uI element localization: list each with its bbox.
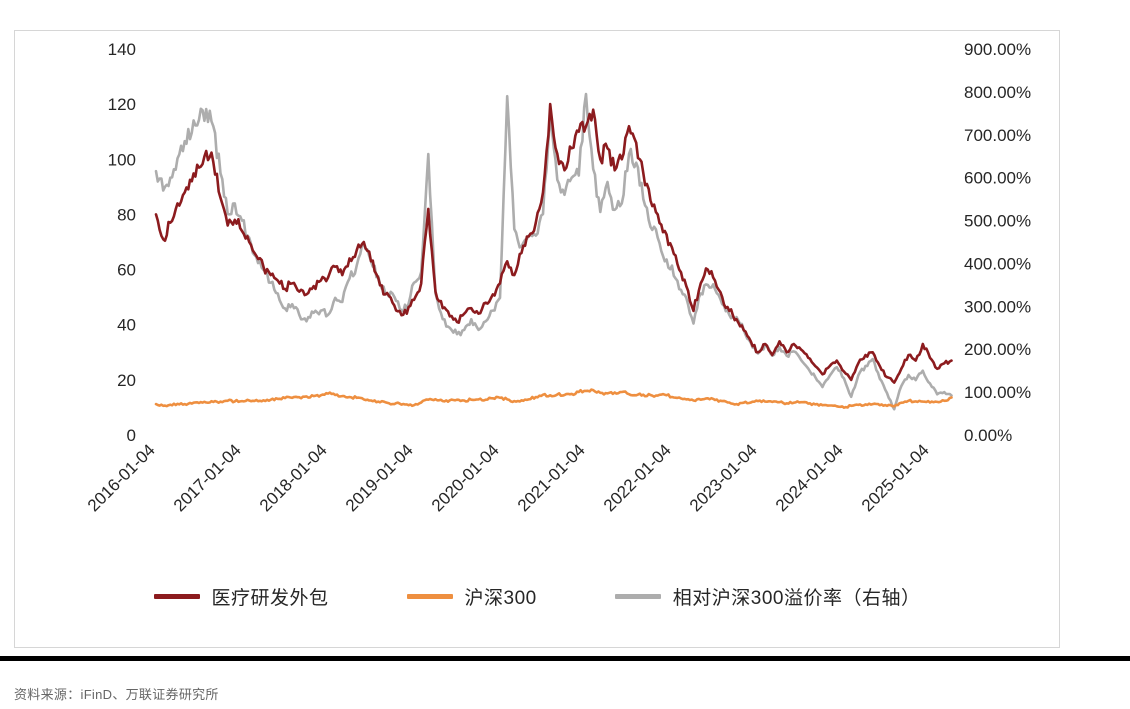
- legend-line-csi300: [406, 594, 453, 599]
- x-axis-tick: 2020-01-04: [428, 440, 503, 515]
- x-axis-tick: 2016-01-04: [84, 440, 159, 515]
- left-axis-tick: 0: [127, 426, 136, 445]
- legend-label-premium: 相对沪深300溢价率（右轴）: [672, 588, 921, 609]
- right-axis-tick: 700.00%: [964, 126, 1031, 145]
- chart-legend: 医疗研发外包 沪深300 相对沪深300溢价率（右轴）: [15, 583, 1059, 610]
- right-axis-tick: 300.00%: [964, 297, 1031, 316]
- right-axis-tick: 0.00%: [964, 426, 1012, 445]
- x-axis-tick: 2025-01-04: [858, 440, 933, 515]
- series-line-medical-rd-outsourcing: [154, 102, 953, 384]
- legend-item-premium: 相对沪深300溢价率（右轴）: [614, 583, 921, 610]
- right-axis-tick: 600.00%: [964, 169, 1031, 188]
- legend-label-medical-rd-outsourcing: 医疗研发外包: [211, 588, 329, 609]
- right-axis-tick: 800.00%: [964, 83, 1031, 102]
- right-axis-tick: 900.00%: [964, 40, 1031, 59]
- legend-item-csi300: 沪深300: [406, 583, 537, 610]
- x-axis-tick: 2018-01-04: [256, 440, 331, 515]
- right-axis-tick: 200.00%: [964, 340, 1031, 359]
- line-chart: 140 120 100 80 60 40 20 0 900.00% 800.00% 700.00% 6…: [84, 40, 1031, 515]
- x-axis-tick: 2019-01-04: [342, 440, 417, 515]
- series-line-csi300: [154, 388, 953, 410]
- x-axis-tick: 2023-01-04: [686, 440, 761, 515]
- legend-line-medical-rd-outsourcing: [153, 594, 200, 599]
- bottom-divider: [0, 656, 1130, 661]
- x-axis-tick: 2017-01-04: [170, 440, 245, 515]
- legend-label-csi300: 沪深300: [464, 588, 537, 609]
- right-axis-tick: 500.00%: [964, 212, 1031, 231]
- chart-card: 140 120 100 80 60 40 20 0 900.00% 800.00% 700.00% 6…: [14, 30, 1060, 648]
- source-note: 资料来源：iFinD、万联证券研究所: [14, 687, 219, 702]
- x-axis-tick: 2024-01-04: [772, 440, 847, 515]
- legend-item-medical-rd-outsourcing: 医疗研发外包: [153, 583, 329, 610]
- left-axis-tick: 80: [117, 205, 136, 224]
- left-axis-tick: 40: [117, 316, 136, 335]
- right-axis-tick: 400.00%: [964, 254, 1031, 273]
- series-line-premium-vs-csi300: [154, 92, 953, 411]
- x-axis-tick: 2021-01-04: [514, 440, 589, 515]
- left-axis-tick: 140: [108, 40, 136, 59]
- x-axis-tick: 2022-01-04: [600, 440, 675, 515]
- right-axis-tick: 100.00%: [964, 383, 1031, 402]
- legend-line-premium: [614, 594, 661, 599]
- left-axis-tick: 20: [117, 371, 136, 390]
- left-axis-tick: 100: [108, 150, 136, 169]
- left-axis-tick: 60: [117, 261, 136, 280]
- left-axis-tick: 120: [108, 95, 136, 114]
